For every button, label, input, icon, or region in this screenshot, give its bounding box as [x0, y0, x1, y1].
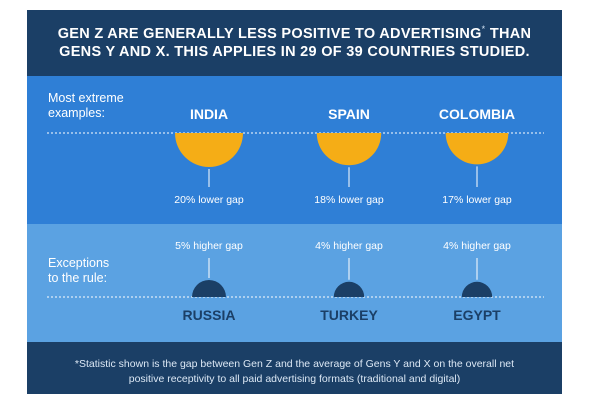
lower-gap-bubble-spain	[316, 133, 382, 166]
gap-label-india: 20% lower gap	[174, 194, 244, 206]
headline-asterisk: *	[481, 24, 486, 34]
gap-chart: INDIA 20% lower gap SPAIN 18% lower gap COLO…	[47, 106, 544, 323]
header-banner: GEN Z ARE GENERALLY LESS POSITIVE TO ADV…	[27, 10, 562, 76]
country-label-turkey: TURKEY	[320, 307, 378, 323]
gap-label-egypt: 4% higher gap	[443, 240, 511, 252]
country-label-india: INDIA	[190, 106, 228, 122]
country-label-egypt: EGYPT	[453, 307, 501, 323]
higher-gap-bubble-egypt	[461, 281, 493, 297]
gap-label-colombia: 17% lower gap	[442, 194, 512, 206]
gap-label-spain: 18% lower gap	[314, 194, 384, 206]
headline-line-2: GENS Y AND X. THIS APPLIES IN 29 OF 39 C…	[59, 44, 530, 60]
gap-label-russia: 5% higher gap	[175, 240, 243, 252]
higher-gap-bubble-turkey	[333, 281, 365, 297]
higher-gap-bubble-russia	[192, 280, 226, 297]
country-label-spain: SPAIN	[328, 106, 370, 122]
exceptions-label: Exceptions to the rule:	[48, 256, 110, 285]
lower-gap-bubble-colombia	[445, 133, 509, 165]
infographic-card: GEN Z ARE GENERALLY LESS POSITIVE TO ADV…	[27, 10, 562, 394]
extreme-examples-label: Most extreme examples:	[48, 91, 124, 120]
lower-gap-bubble-india	[175, 133, 243, 167]
footnote-line-2: positive receptivity to all paid adverti…	[128, 373, 461, 385]
headline-line-1: GEN Z ARE GENERALLY LESS POSITIVE TO ADV…	[57, 24, 532, 42]
footnote-line-1: *Statistic shown is the gap between Gen …	[74, 358, 515, 370]
footnote-banner: *Statistic shown is the gap between Gen …	[27, 342, 562, 394]
country-label-russia: RUSSIA	[183, 307, 236, 323]
gap-label-turkey: 4% higher gap	[315, 240, 383, 252]
country-label-colombia: COLOMBIA	[439, 106, 515, 122]
